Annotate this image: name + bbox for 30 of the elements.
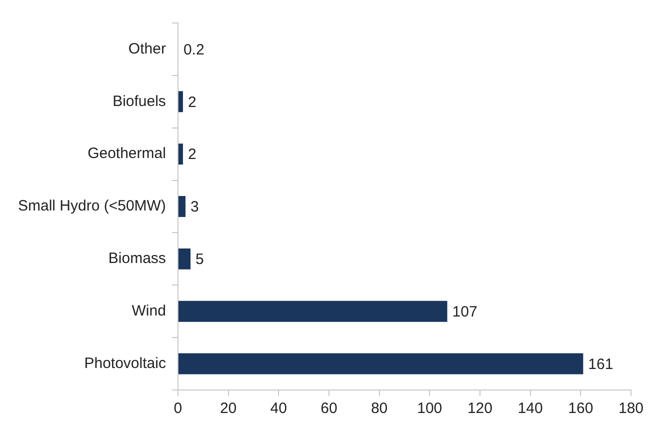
data-label: 5 [196,251,204,268]
bar [178,353,584,374]
data-label: 3 [190,198,199,216]
x-tick-label: 40 [270,400,287,418]
bar [178,196,186,217]
bar [178,91,183,112]
x-tick-label: 140 [518,400,543,418]
x-tick-label: 100 [417,400,442,418]
x-tick-label: 20 [220,400,237,418]
x-tick-label: 120 [467,400,492,418]
y-tick-label: Small Hydro (<50MW) [18,198,166,215]
y-tick-label: Photovoltaic [84,354,166,372]
data-label: 0.2 [183,41,204,58]
data-label: 107 [452,304,478,320]
bar [178,144,183,165]
y-tick-label: Biomass [108,250,166,268]
x-tick-label: 0 [174,400,182,418]
x-tick-label: 80 [370,400,388,418]
y-tick-label: Biofuels [112,92,166,110]
y-tick-label: Wind [132,302,166,320]
data-label: 161 [588,356,614,373]
bar [178,300,448,322]
y-tick-label: Geothermal [88,145,166,162]
x-tick-label: 160 [568,400,594,418]
bar [178,248,191,270]
data-label: 2 [188,94,196,111]
x-tick-label: 60 [320,400,338,418]
data-label: 2 [188,146,196,164]
y-tick-label: Other [128,40,166,58]
x-tick-label: 180 [618,400,644,418]
